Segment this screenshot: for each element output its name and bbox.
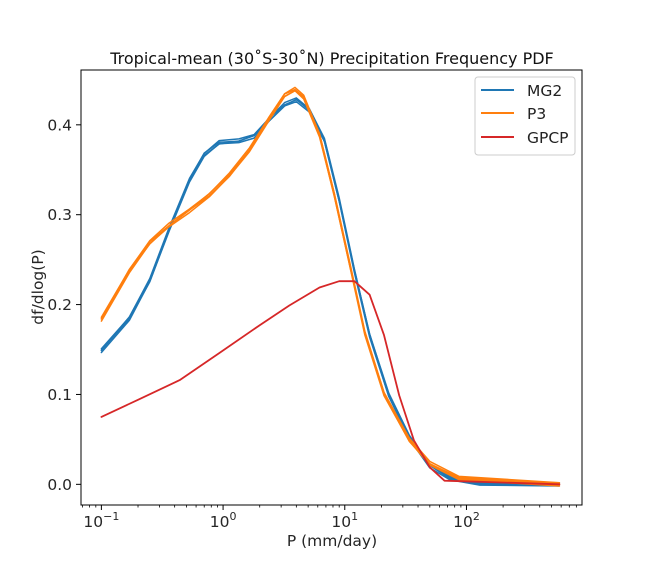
chart-title: Tropical-mean (30˚S-30˚N) Precipitation … [109, 49, 554, 68]
series-p3 [100, 86, 561, 487]
y-tick-label: 0.3 [47, 206, 72, 224]
x-tick-label: 102 [453, 510, 480, 531]
x-tick-exponent: 2 [473, 510, 480, 523]
plot-frame [80, 69, 583, 506]
legend-box [474, 76, 576, 156]
x-tick-base: 10 [210, 513, 230, 531]
legend-label-mg2: MG2 [527, 82, 562, 100]
y-tick-label: 0.4 [47, 116, 72, 134]
y-axis-ticks: 0.0 0.1 0.2 0.3 0.4 [47, 116, 81, 494]
legend-label-p3: P3 [527, 105, 546, 123]
x-axis-label: P (mm/day) [287, 532, 377, 550]
x-tick-base: 10 [83, 513, 103, 531]
x-tick-label: 100 [210, 510, 237, 531]
x-tick-exponent: −1 [103, 510, 119, 523]
series-layer [100, 86, 561, 487]
x-tick-exponent: 0 [229, 510, 236, 523]
series-line-gpcp [100, 280, 561, 486]
series-gpcp [100, 280, 561, 486]
x-tick-base: 10 [453, 513, 473, 531]
x-tick-label: 10−1 [83, 510, 119, 531]
x-tick-exponent: 1 [351, 510, 358, 523]
x-tick-base: 10 [331, 513, 351, 531]
y-tick-label: 0.1 [47, 386, 72, 404]
y-axis-label: df/dlog(P) [29, 249, 47, 324]
y-tick-label: 0.0 [47, 476, 72, 494]
y-tick-label: 0.2 [47, 296, 72, 314]
x-axis-ticks: 10−1 100 101 102 [82, 505, 577, 531]
x-tick-label: 101 [331, 510, 358, 531]
legend: MG2 P3 GPCP [474, 76, 576, 156]
legend-label-gpcp: GPCP [527, 129, 569, 147]
series-line-p3-member-4 [100, 89, 561, 487]
